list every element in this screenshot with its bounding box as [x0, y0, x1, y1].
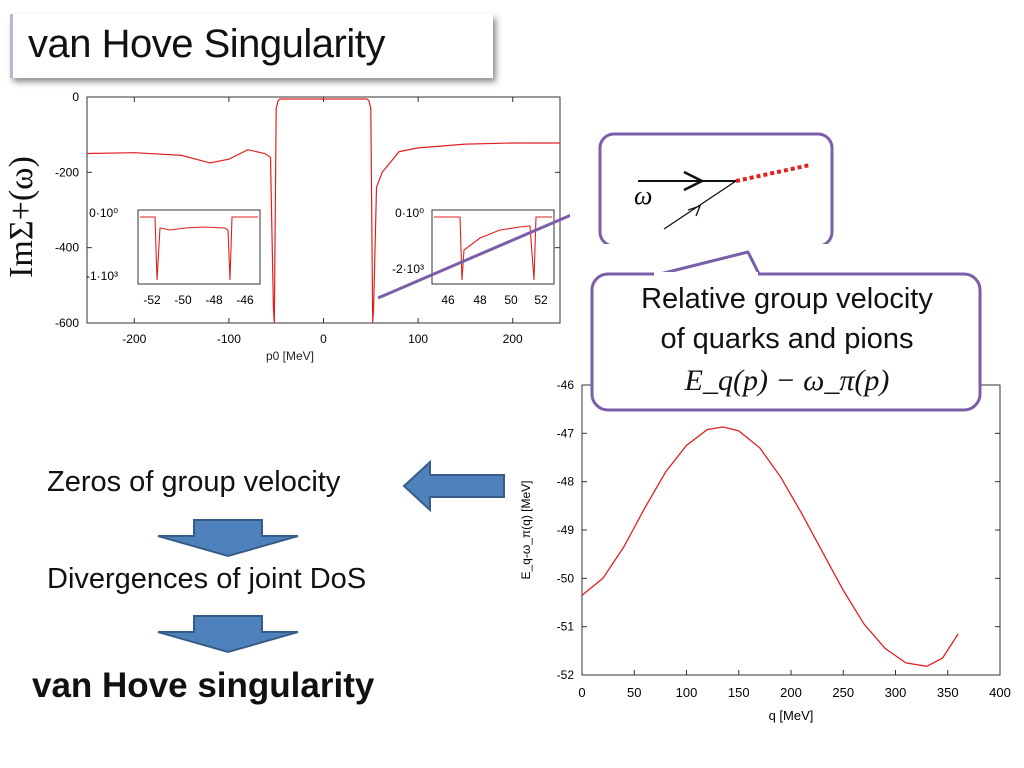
y-tick-label-2: -48 [557, 475, 575, 489]
pion-line [735, 163, 811, 183]
velocity-callout [590, 250, 982, 412]
y-ticks-2: -46 -47 -48 -49 -50 -51 -52 [557, 378, 1000, 682]
x-tick-label-2: 50 [627, 685, 641, 700]
inset-left-xtick-3: -46 [236, 293, 254, 307]
dispersion-chart: -46 -47 -48 -49 -50 -51 -52 0 50 100 150 200 250 300… [519, 378, 1011, 723]
callout-line-2: of quarks and pions [660, 323, 914, 355]
y-tick-label-2: -50 [557, 571, 575, 585]
quark-line [663, 180, 737, 230]
inset-right-xtick-1: 48 [473, 293, 487, 307]
y-tick-label-2: -46 [557, 378, 575, 392]
x-ticks: -200 -100 0 100 200 [122, 97, 523, 346]
down-arrow-icon-2 [157, 615, 299, 654]
x-tick-label: 0 [320, 332, 327, 346]
x-ticks-2: 0 50 100 150 200 250 300 350 400 [578, 385, 1011, 700]
x-tick-label: 200 [503, 332, 523, 346]
title-box [10, 14, 493, 78]
y-tick-label: 0 [72, 90, 79, 104]
x-tick-label: 100 [408, 332, 428, 346]
inset-left: 0·10⁰ -1·10³ -52 -50 -48 -46 [86, 206, 261, 307]
x-tick-label: -200 [122, 332, 146, 346]
inset-right-ytick-1: -2·10³ [392, 262, 424, 276]
inset-left-xtick-2: -48 [205, 293, 223, 307]
y-tick-label: -400 [55, 241, 79, 255]
arrow-icon [687, 204, 702, 217]
inset-right-xtick-0: 46 [441, 293, 455, 307]
x-tick-label-2: 100 [676, 685, 698, 700]
dispersion-curve [581, 426, 959, 667]
y-ticks: 0 -200 -400 -600 [55, 90, 560, 330]
x-tick-label-2: 300 [885, 685, 907, 700]
y-tick-label: -600 [55, 316, 79, 330]
step-van-hove: van Hove singularity [32, 666, 375, 705]
inset-right-xtick-3: 52 [534, 293, 548, 307]
step-zeros: Zeros of group velocity [47, 466, 341, 498]
down-arrow-icon-1 [157, 519, 299, 558]
callout-formula: E_q(p) − ω_π(p) [684, 364, 890, 397]
y-tick-label-2: -49 [557, 523, 575, 537]
self-energy-curve [86, 98, 560, 324]
x-axis-label: p0 [MeV] [266, 349, 314, 363]
inset-right-curve [434, 216, 552, 281]
y-tick-label-2: -52 [557, 668, 575, 682]
slide-title: van Hove Singularity [28, 22, 385, 66]
y-tick-label-2: -47 [557, 426, 575, 440]
inset-left-ytick-0: 0·10⁰ [89, 206, 118, 220]
chart-frame-2 [581, 384, 1001, 676]
inset-right-ytick-0: 0·10⁰ [395, 206, 424, 220]
x-tick-label: -100 [217, 332, 241, 346]
left-arrow-icon [402, 459, 505, 513]
arrow-right-icon [683, 170, 705, 192]
y-axis-label-2: E_q-ω_π(q) [MeV] [519, 480, 533, 579]
callout-pointer [377, 213, 570, 300]
x-axis-label-2: q [MeV] [769, 708, 814, 723]
x-tick-label-2: 0 [578, 685, 585, 700]
y-tick-label-2: -51 [557, 620, 575, 634]
x-tick-label-2: 350 [937, 685, 959, 700]
inset-left-ytick-1: -1·10³ [86, 269, 118, 283]
inset-left-curve [140, 216, 258, 281]
x-tick-label-2: 400 [989, 685, 1011, 700]
inset-left-xtick-1: -50 [174, 293, 192, 307]
self-energy-chart: 0 -200 -400 -600 -200 -100 0 100 200 p0 [MeV] 0… [55, 90, 570, 363]
inset-right-xtick-2: 50 [504, 293, 518, 307]
x-tick-label-2: 150 [728, 685, 750, 700]
callout-line-1: Relative group velocity [641, 283, 933, 315]
x-tick-label-2: 200 [780, 685, 802, 700]
y-tick-label: -200 [55, 165, 79, 179]
omega-label: ω [634, 181, 652, 210]
y-axis-label: ImΣ+(ω) [3, 156, 40, 278]
step-divergences: Divergences of joint DoS [47, 563, 367, 595]
x-tick-label-2: 250 [832, 685, 854, 700]
diagram-callout: ω [598, 132, 834, 244]
inset-left-xtick-0: -52 [143, 293, 161, 307]
